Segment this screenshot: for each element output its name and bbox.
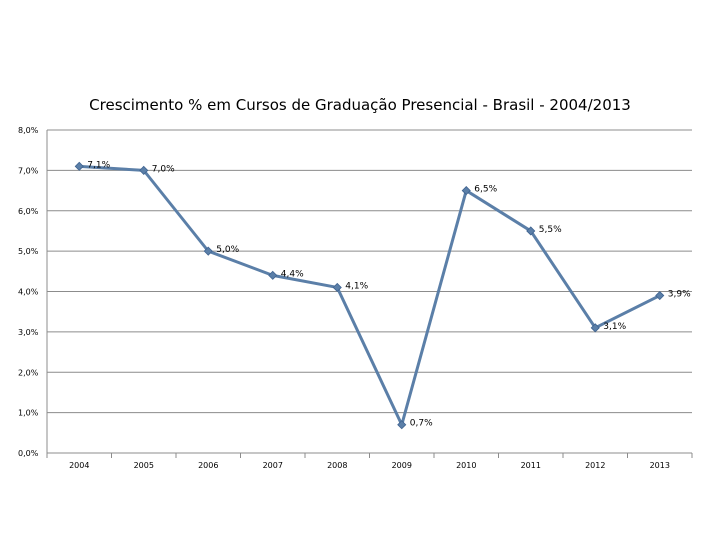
x-tick-label: 2011 <box>521 461 541 470</box>
x-tick-label: 2012 <box>585 461 605 470</box>
data-point <box>461 185 471 196</box>
data-label: 0,7% <box>410 419 433 429</box>
data-label: 6,5% <box>474 185 497 195</box>
x-tick-label: 2004 <box>69 461 89 470</box>
y-tick-label: 6,0% <box>18 207 39 216</box>
data-point <box>397 420 407 430</box>
data-point <box>74 161 84 171</box>
x-tick-label: 2013 <box>650 461 670 470</box>
data-label: 7,0% <box>152 164 175 174</box>
data-label: 3,9% <box>668 290 691 300</box>
data-label: 3,1% <box>603 322 626 332</box>
y-tick-label: 7,0% <box>18 166 39 175</box>
x-tick-label: 2008 <box>327 461 347 470</box>
chart-title: Crescimento % em Cursos de Graduação Pre… <box>89 96 631 114</box>
data-label: 4,1% <box>345 281 368 291</box>
data-label: 7,1% <box>87 160 110 170</box>
x-tick-label: 2010 <box>456 461 476 470</box>
x-tick-label: 2009 <box>392 461 412 470</box>
data-label: 4,4% <box>281 269 304 279</box>
data-label: 5,5% <box>539 225 562 235</box>
data-point <box>203 246 213 256</box>
data-point <box>590 323 600 333</box>
x-tick-label: 2007 <box>263 461 283 470</box>
data-point <box>526 226 536 236</box>
x-tick-label: 2005 <box>134 461 154 470</box>
data-point <box>655 290 665 301</box>
y-tick-label: 2,0% <box>18 368 39 377</box>
y-tick-label: 8,0% <box>18 126 39 135</box>
y-tick-label: 5,0% <box>18 247 39 256</box>
data-label: 5,0% <box>216 245 239 255</box>
y-tick-label: 4,0% <box>18 288 39 297</box>
series-line <box>79 164 661 427</box>
y-tick-label: 0,0% <box>18 449 39 458</box>
x-tick-label: 2006 <box>198 461 218 470</box>
data-point <box>332 282 342 293</box>
y-tick-label: 3,0% <box>18 328 39 337</box>
data-point <box>268 270 278 280</box>
data-point <box>139 165 149 175</box>
y-tick-label: 1,0% <box>18 409 39 418</box>
